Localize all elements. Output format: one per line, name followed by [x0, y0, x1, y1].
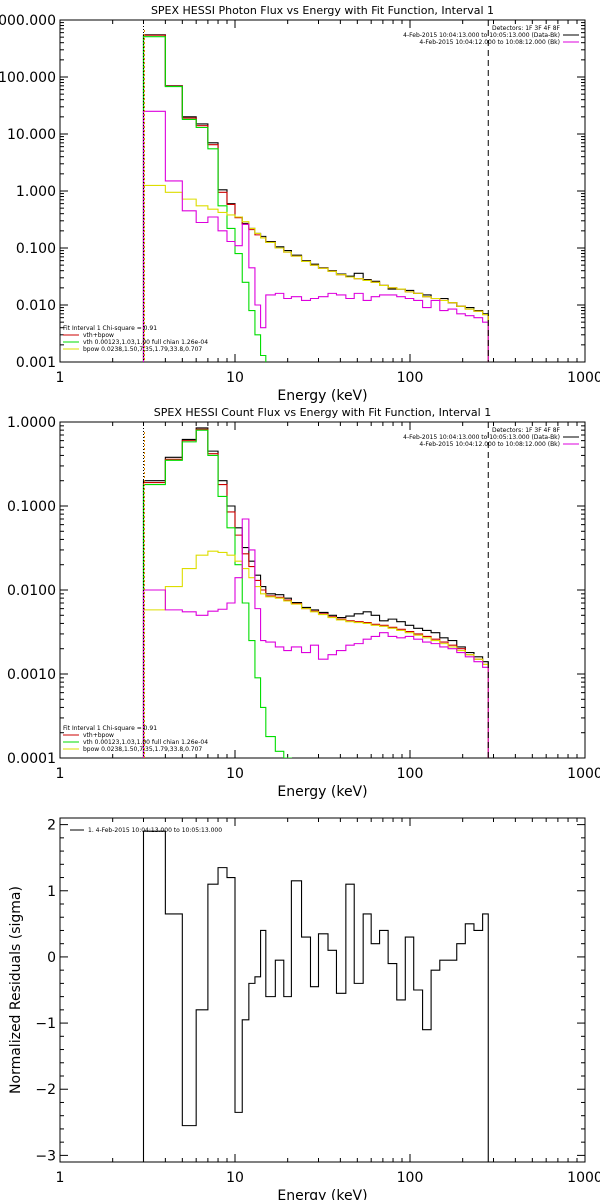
- series-line-background_series: [142, 518, 489, 758]
- x-axis-label: Energy (keV): [277, 784, 367, 800]
- x-tick-label: 1: [56, 370, 65, 386]
- y-tick-label: −2: [35, 1082, 56, 1098]
- series-line-bpow: [142, 184, 489, 362]
- series-line-vth: [142, 429, 292, 758]
- chart-title: SPEX HESSI Count Flux vs Energy with Fit…: [154, 406, 491, 419]
- legend-top-right-text: Detectors: 1F 3F 4F 8F: [492, 427, 561, 434]
- legend-header: Fit Interval 1 Chi-square = 0.91: [63, 725, 157, 732]
- plot-frame: [59, 817, 586, 1163]
- legend-entry-text: vth 0.00123,1.03,1.00 full chian 1.26e-0…: [83, 339, 208, 346]
- y-tick-label: 0.001: [16, 355, 56, 371]
- x-tick-label: 1: [56, 1170, 65, 1186]
- y-tick-label: 1: [47, 884, 56, 900]
- y-tick-label: 100.000: [0, 70, 56, 86]
- x-tick-label: 10: [226, 370, 244, 386]
- y-tick-label: 1.0000: [7, 415, 56, 431]
- x-axis-label: Energy (keV): [277, 388, 367, 404]
- y-tick-label: 0.0100: [7, 583, 56, 599]
- legend-entry-text: vth+bpow: [83, 732, 114, 739]
- x-tick-label: 1000: [567, 1170, 600, 1186]
- photon-flux-plot: SPEX HESSI Photon Flux vs Energy with Fi…: [0, 4, 600, 404]
- chart-title: SPEX HESSI Photon Flux vs Energy with Fi…: [151, 4, 494, 17]
- y-tick-label: −3: [35, 1148, 56, 1164]
- legend-entry-text: vth 0.00123,1.03,1.00 full chian 1.26e-0…: [83, 739, 208, 746]
- y-tick-label: 1000.000: [0, 13, 56, 29]
- x-tick-label: 10: [226, 1170, 244, 1186]
- x-tick-label: 100: [397, 1170, 424, 1186]
- x-tick-label: 100: [397, 370, 424, 386]
- x-axis-label: Energy (keV): [277, 1188, 367, 1200]
- legend-entry-text: 1. 4-Feb-2015 10:04:13.000 to 10:05:13.0…: [88, 827, 222, 834]
- y-tick-label: −1: [35, 1016, 56, 1032]
- x-tick-label: 1000: [567, 370, 600, 386]
- legend-entry-text: bpow 0.0238,1.50,7.35,1.79,33.8,0.707: [83, 346, 202, 353]
- series-line-bpow: [142, 550, 489, 758]
- x-tick-label: 1000: [567, 766, 600, 782]
- count-flux-plot: SPEX HESSI Count Flux vs Energy with Fit…: [7, 406, 600, 800]
- y-tick-label: 0.0010: [7, 667, 56, 683]
- y-tick-label: 0.0001: [7, 751, 56, 767]
- x-tick-label: 10: [226, 766, 244, 782]
- legend-top-right-text: 4-Feb-2015 10:04:12.000 to 10:08:12.000 …: [419, 39, 560, 46]
- legend-entry-text: vth+bpow: [83, 332, 114, 339]
- y-tick-label: 2: [47, 818, 56, 834]
- y-axis-label: Normalized Residuals (sigma): [8, 886, 24, 1094]
- series-group: [142, 34, 489, 362]
- legend-top-right-text: 4-Feb-2015 10:04:13.000 to 10:05:13.000 …: [403, 32, 560, 39]
- legend-top-right-text: 4-Feb-2015 10:04:12.000 to 10:08:12.000 …: [419, 441, 560, 448]
- y-tick-label: 1.000: [16, 184, 56, 200]
- y-tick-label: 0.100: [16, 241, 56, 257]
- legend-top-right-text: Detectors: 1F 3F 4F 8F: [492, 25, 561, 32]
- y-tick-label: 0.1000: [7, 499, 56, 515]
- series-line-background_series: [142, 110, 489, 362]
- x-tick-label: 1: [56, 766, 65, 782]
- series-line-vth: [142, 36, 267, 362]
- x-tick-label: 100: [397, 766, 424, 782]
- y-tick-label: 10.000: [7, 127, 56, 143]
- series-group: [142, 830, 489, 1162]
- legend-top-right-text: 4-Feb-2015 10:04:13.000 to 10:05:13.000 …: [403, 434, 560, 441]
- legend-entry-text: bpow 0.0238,1.50,7.35,1.79,33.8,0.707: [83, 746, 202, 753]
- series-line-data: [142, 830, 489, 1162]
- residuals-plot: 1 10 100 1000 Energy (keV) −3 −2 −1 0 1 2 Normalize…: [8, 817, 600, 1200]
- legend-header: Fit Interval 1 Chi-square = 0.91: [63, 325, 157, 332]
- y-tick-label: 0.010: [16, 298, 56, 314]
- series-group: [142, 427, 489, 758]
- y-tick-label: 0: [47, 950, 56, 966]
